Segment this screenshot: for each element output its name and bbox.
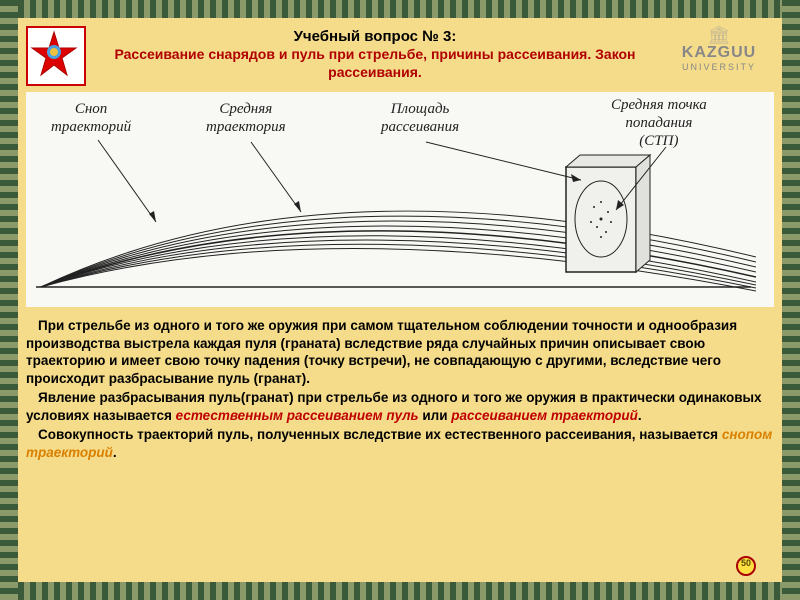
- term-natural-dispersion: естественным рассеиванием пуль: [176, 408, 419, 423]
- label-ploshchad: Площадьрассеивания: [381, 100, 459, 136]
- paragraph-1: При стрельбе из одного и того же оружия …: [26, 317, 774, 387]
- building-icon: 🏛: [664, 26, 774, 44]
- label-srednyaya: Средняятраектория: [206, 100, 286, 136]
- paragraph-2: Явление разбрасывания пуль(гранат) при с…: [26, 389, 774, 424]
- question-title: Рассеивание снарядов и пуль при стрельбе…: [94, 45, 656, 81]
- university-subname: UNIVERSITY: [664, 62, 774, 72]
- body-text: При стрельбе из одного и того же оружия …: [26, 317, 774, 461]
- label-stp: Средняя точкапопадания(СТП): [611, 96, 707, 150]
- slide-content: Учебный вопрос № 3: Рассеивание снарядов…: [18, 18, 782, 582]
- military-star-emblem: [26, 26, 86, 86]
- question-number: Учебный вопрос № 3:: [94, 28, 656, 45]
- paragraph-3: Совокупность траекторий пуль, полученных…: [26, 426, 774, 461]
- border-right: [782, 0, 800, 600]
- header: Учебный вопрос № 3: Рассеивание снарядов…: [26, 26, 774, 86]
- trajectory-diagram: Сноптраекторий Средняятраектория Площадь…: [26, 92, 774, 307]
- title-block: Учебный вопрос № 3: Рассеивание снарядов…: [94, 26, 656, 81]
- university-logo: 🏛 KAZGUU UNIVERSITY: [664, 26, 774, 76]
- border-top: [0, 0, 800, 18]
- university-name: KAZGUU: [664, 44, 774, 62]
- border-left: [0, 0, 18, 600]
- term-trajectory-dispersion: рассеи­ванием траекторий: [451, 408, 638, 423]
- border-bottom: [0, 582, 800, 600]
- label-snop: Сноптраекторий: [51, 100, 131, 136]
- page-number: 50: [736, 556, 756, 576]
